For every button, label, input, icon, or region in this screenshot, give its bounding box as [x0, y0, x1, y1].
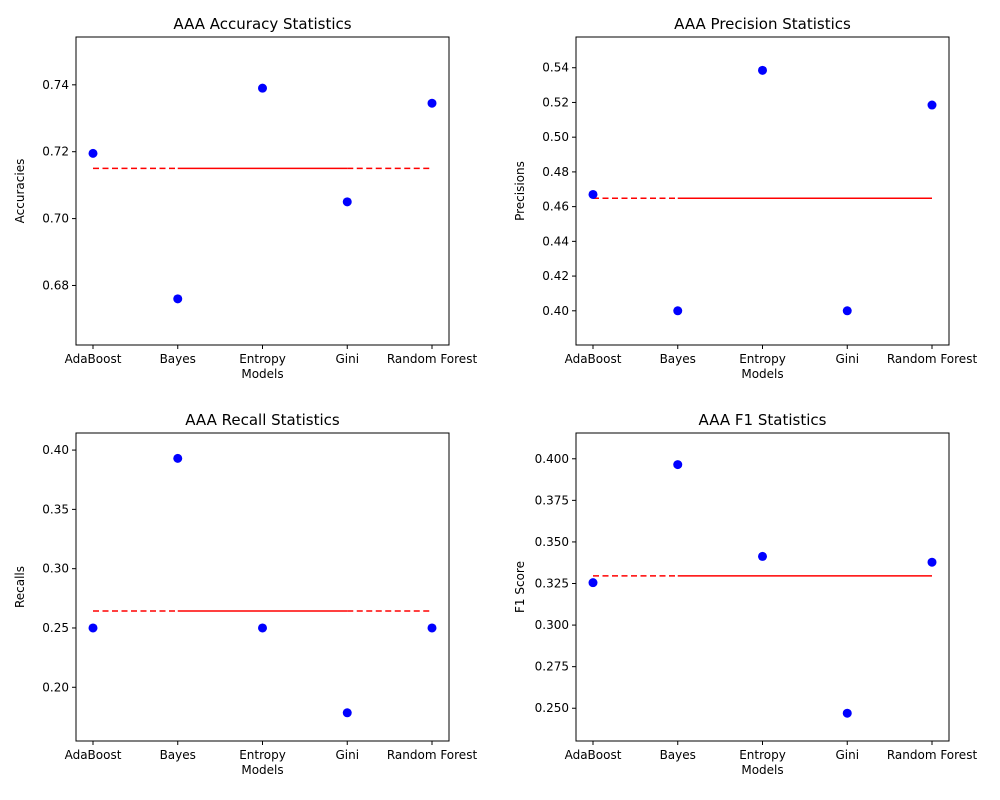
data-point-bayes	[173, 294, 183, 304]
chart-title: AAA F1 Statistics	[699, 411, 827, 429]
x-tick-label: Random Forest	[887, 352, 978, 366]
x-tick-label: AdaBoost	[65, 748, 122, 762]
data-point-entropy	[258, 83, 267, 93]
data-point-gini	[842, 708, 852, 718]
chart-title: AAA Accuracy Statistics	[173, 15, 351, 33]
data-point-random-forest	[927, 557, 937, 567]
x-tick-label: Entropy	[739, 352, 786, 366]
x-axis-label: Models	[741, 763, 783, 777]
y-tick-label: 0.40	[542, 304, 569, 318]
chart-panel-4: AdaBoost Bayes Entropy Gini Random Forest 0.2…	[513, 411, 977, 777]
y-axis-label: Recalls	[13, 566, 27, 608]
x-tick-label: Entropy	[239, 352, 286, 366]
x-tick-label: Entropy	[239, 748, 286, 762]
data-point-bayes	[673, 306, 683, 316]
x-tick-label: Bayes	[660, 352, 696, 366]
x-tick-label: Bayes	[660, 748, 696, 762]
y-tick-label: 0.70	[42, 212, 69, 226]
data-point-adaboost	[88, 148, 98, 158]
data-point-gini	[342, 708, 352, 718]
data-point-adaboost	[588, 578, 598, 588]
chart-panel-1: AdaBoost Bayes Entropy Gini Random Forest 0.6…	[13, 15, 477, 381]
y-tick-label: 0.42	[542, 269, 569, 283]
y-axis-label: F1 Score	[513, 561, 527, 613]
y-tick-label: 0.250	[535, 701, 569, 715]
chart-panel-3: AdaBoost Bayes Entropy Gini Random Forest 0.2…	[13, 411, 477, 777]
x-tick-label: Random Forest	[387, 352, 478, 366]
x-tick-label: AdaBoost	[565, 352, 622, 366]
data-point-bayes	[673, 460, 683, 470]
y-tick-label: 0.325	[535, 577, 569, 591]
x-tick-label: Gini	[835, 748, 859, 762]
chart-title: AAA Precision Statistics	[674, 15, 851, 33]
x-tick-label: Entropy	[739, 748, 786, 762]
y-axis-label: Precisions	[513, 161, 527, 221]
y-tick-label: 0.50	[542, 130, 569, 144]
y-tick-label: 0.46	[542, 200, 569, 214]
axes-frame	[75, 36, 450, 346]
data-point-adaboost	[588, 189, 598, 199]
axes-frame	[575, 432, 950, 742]
y-tick-label: 0.375	[535, 493, 569, 507]
data-point-random-forest	[927, 100, 937, 110]
y-tick-label: 0.54	[542, 61, 569, 75]
x-tick-label: Gini	[335, 748, 359, 762]
x-tick-label: Gini	[335, 352, 359, 366]
chart-panel-2: AdaBoost Bayes Entropy Gini Random Forest 0.4…	[513, 15, 977, 381]
x-axis-label: Models	[241, 763, 283, 777]
data-point-entropy	[258, 623, 267, 633]
y-tick-label: 0.68	[42, 278, 69, 292]
chart-title: AAA Recall Statistics	[185, 411, 340, 429]
x-tick-label: Gini	[835, 352, 859, 366]
x-tick-label: AdaBoost	[565, 748, 622, 762]
y-tick-label: 0.35	[42, 502, 69, 516]
y-tick-label: 0.275	[535, 660, 569, 674]
data-point-gini	[342, 197, 352, 207]
x-tick-label: AdaBoost	[65, 352, 122, 366]
data-point-gini	[842, 306, 852, 316]
axes-frame	[75, 432, 450, 742]
axes-frame	[575, 36, 950, 346]
y-tick-label: 0.350	[535, 535, 569, 549]
x-axis-label: Models	[741, 367, 783, 381]
x-axis-label: Models	[241, 367, 283, 381]
data-point-random-forest	[427, 98, 437, 108]
y-tick-label: 0.300	[535, 618, 569, 632]
y-tick-label: 0.74	[42, 78, 69, 92]
y-tick-label: 0.52	[542, 95, 569, 109]
x-tick-label: Random Forest	[387, 748, 478, 762]
data-point-entropy	[758, 65, 767, 75]
data-point-bayes	[173, 453, 183, 463]
y-axis-label: Accuracies	[13, 159, 27, 224]
data-point-entropy	[758, 551, 767, 561]
x-tick-label: Random Forest	[887, 748, 978, 762]
y-tick-label: 0.30	[42, 562, 69, 576]
y-tick-label: 0.72	[42, 145, 69, 159]
y-tick-label: 0.44	[542, 234, 569, 248]
y-tick-label: 0.400	[535, 452, 569, 466]
y-tick-label: 0.25	[42, 621, 69, 635]
y-tick-label: 0.40	[42, 443, 69, 457]
y-tick-label: 0.20	[42, 680, 69, 694]
data-point-adaboost	[88, 623, 98, 633]
y-tick-label: 0.48	[542, 165, 569, 179]
data-point-random-forest	[427, 623, 437, 633]
x-tick-label: Bayes	[160, 748, 196, 762]
x-tick-label: Bayes	[160, 352, 196, 366]
